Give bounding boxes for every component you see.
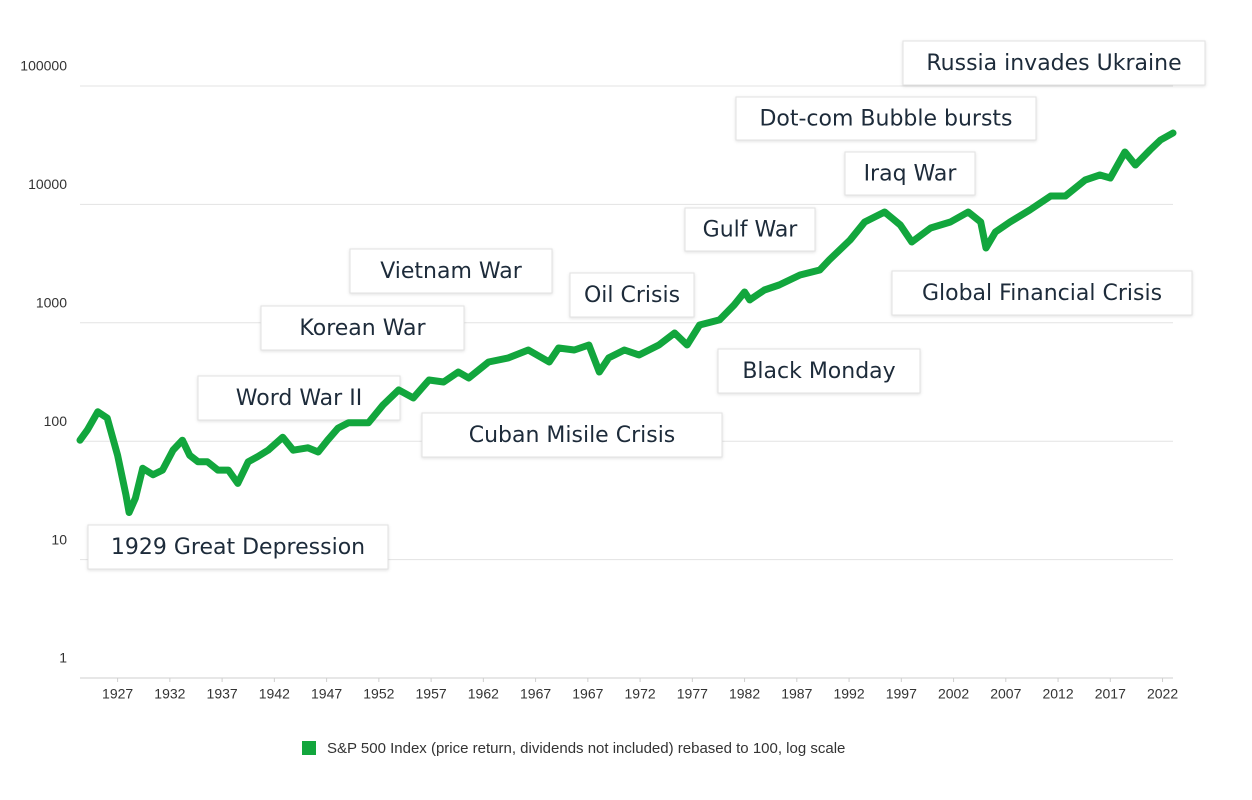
x-tick-label: 2012 [1042, 686, 1073, 702]
annotation: Vietnam War [349, 248, 553, 294]
annotation: Cuban Misile Crisis [421, 412, 723, 458]
y-tick-label: 1000 [36, 295, 67, 311]
annotation-box [87, 524, 389, 570]
annotation-text: Iraq War [864, 162, 958, 187]
annotations: Russia invades Ukraine Dot-com Bubble bur… [87, 40, 1206, 570]
annotation-text: Dot-com Bubble bursts [759, 107, 1012, 132]
annotation-text: Korean War [299, 316, 426, 341]
x-tick-label: 2002 [938, 686, 969, 702]
x-tick-label: 2007 [990, 686, 1021, 702]
annotation: Gulf War [684, 207, 816, 252]
annotation-box [891, 270, 1193, 316]
annotation: Global Financial Crisis [891, 270, 1193, 316]
x-tick-label: 1992 [833, 686, 864, 702]
x-tick-label: 1927 [102, 686, 133, 702]
annotation-box [717, 348, 921, 394]
annotation-box [197, 375, 401, 421]
x-tick-label: 1972 [625, 686, 656, 702]
annotation-box [349, 248, 553, 294]
x-tick-label: 1987 [781, 686, 812, 702]
x-tick-label: 1962 [468, 686, 499, 702]
legend-label: S&P 500 Index (price return, dividends n… [327, 740, 845, 757]
annotation-text: Black Monday [742, 359, 895, 384]
annotation-text: Oil Crisis [584, 283, 680, 308]
y-tick-label: 100000 [20, 58, 67, 74]
annotation-box [260, 305, 465, 351]
x-tick-label: 1942 [259, 686, 290, 702]
series-line [76, 129, 1177, 516]
annotation: Word War II [197, 375, 401, 421]
x-tick-label: 1977 [677, 686, 708, 702]
annotation: Black Monday [717, 348, 921, 394]
x-tick-label: 1937 [207, 686, 238, 702]
annotation-text: Vietnam War [380, 259, 523, 284]
x-tick-label: 1957 [416, 686, 447, 702]
x-tick-label: 1952 [363, 686, 394, 702]
x-tick-label: 2022 [1147, 686, 1178, 702]
annotation-text: Cuban Misile Crisis [469, 423, 676, 448]
y-tick-label: 100 [44, 413, 68, 429]
annotation-text: Word War II [236, 386, 362, 411]
annotation: Iraq War [844, 151, 976, 196]
y-tick-label: 1 [59, 650, 67, 666]
annotation-box [421, 412, 723, 458]
annotation: Russia invades Ukraine [902, 40, 1206, 86]
annotation-box [902, 40, 1206, 86]
annotation: 1929 Great Depression [87, 524, 389, 570]
y-tick-label: 10000 [28, 176, 67, 192]
x-tick-label: 1982 [729, 686, 760, 702]
annotation-box [684, 207, 816, 252]
annotation-box [569, 272, 695, 318]
annotation-box [735, 96, 1037, 141]
annotation-text: 1929 Great Depression [111, 535, 365, 560]
x-tick-label: 1967 [572, 686, 603, 702]
y-tick-label: 10 [51, 531, 67, 547]
annotation-text: Gulf War [703, 218, 799, 243]
annotation-box [844, 151, 976, 196]
x-tick-label: 1932 [154, 686, 185, 702]
x-tick-label: 1997 [886, 686, 917, 702]
annotation: Dot-com Bubble bursts [735, 96, 1037, 141]
x-tick-label: 1967 [520, 686, 551, 702]
annotation-text: Global Financial Crisis [922, 281, 1162, 306]
legend-swatch [302, 741, 316, 755]
x-tick-label: 2017 [1095, 686, 1126, 702]
annotation-text: Russia invades Ukraine [926, 51, 1181, 76]
x-tick-label: 1947 [311, 686, 342, 702]
annotation: Oil Crisis [569, 272, 695, 318]
annotation: Korean War [260, 305, 465, 351]
